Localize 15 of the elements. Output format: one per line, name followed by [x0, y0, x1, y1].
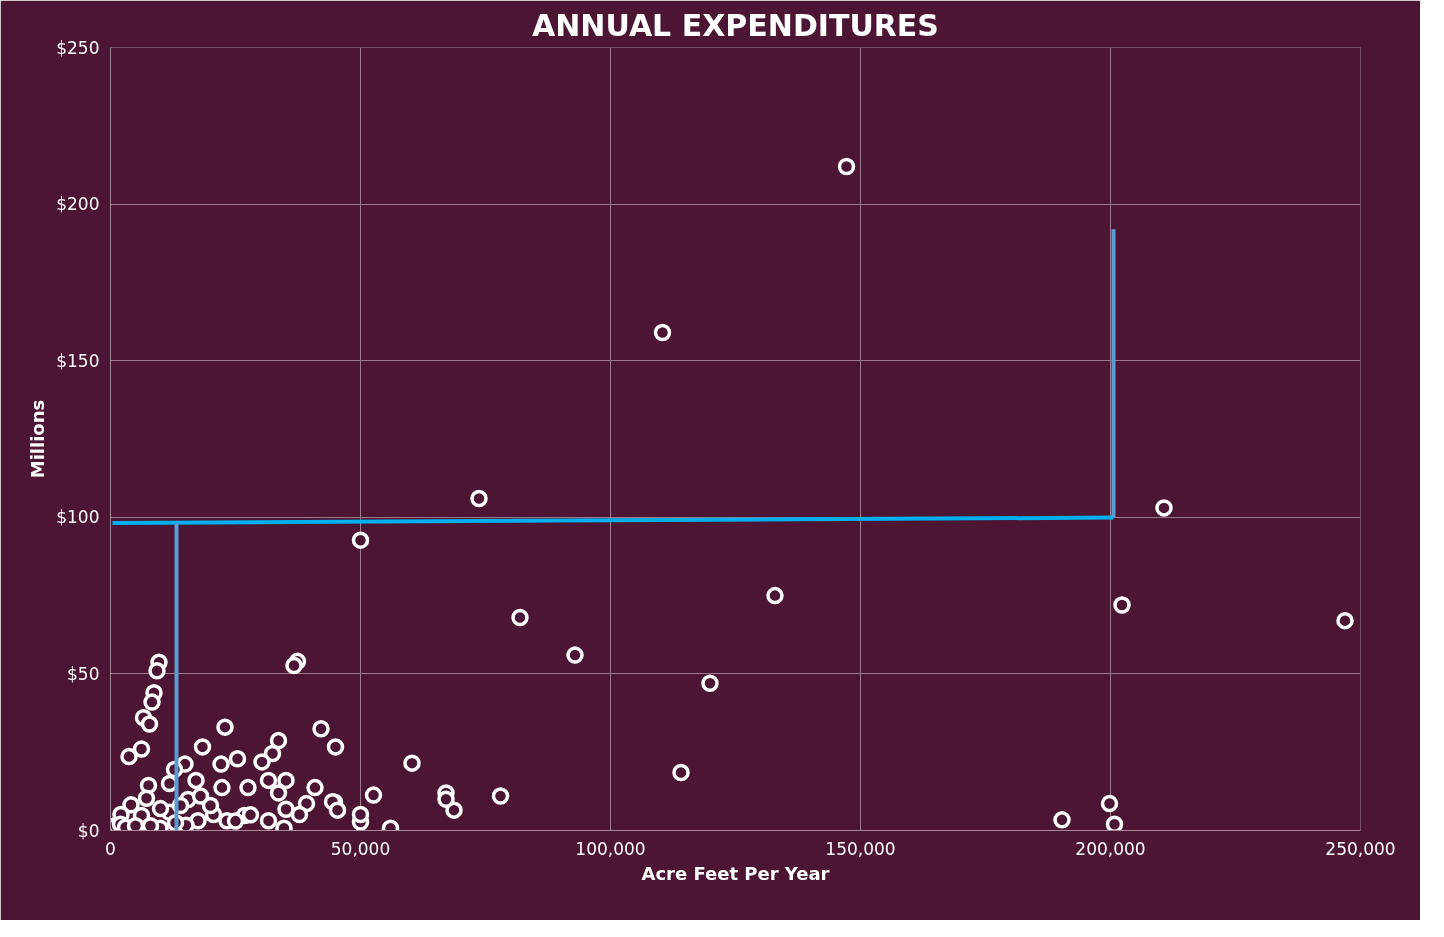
y-tick-label: $250 [56, 37, 100, 58]
y-tick-label: $200 [56, 194, 100, 215]
x-tick-label: 200,000 [1075, 838, 1146, 859]
x-axis-title: Acre Feet Per Year [641, 862, 830, 884]
x-tick-label: 250,000 [1325, 838, 1396, 859]
x-tick-label: 150,000 [825, 838, 896, 859]
y-axis-title: Millions [27, 399, 49, 479]
y-tick-label: $150 [56, 350, 100, 371]
y-tick-label: $50 [67, 663, 100, 684]
y-tick-label: $0 [77, 820, 100, 841]
x-tick-label: 0 [105, 838, 116, 859]
y-tick-label: $100 [56, 507, 100, 528]
x-tick-label: 50,000 [330, 838, 391, 859]
chart-title: ANNUAL EXPENDITURES [532, 7, 939, 43]
x-tick-label: 100,000 [575, 838, 646, 859]
